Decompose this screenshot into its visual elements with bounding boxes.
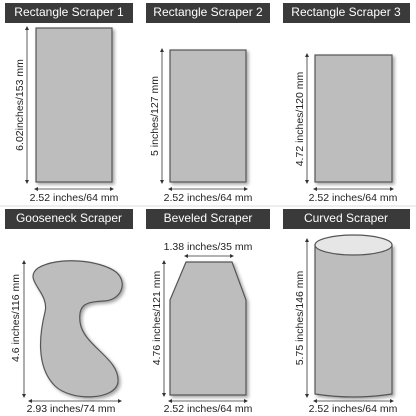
header-box: [283, 3, 410, 23]
scraper-shape: [32, 260, 123, 398]
width-label: 2.52 inches/64 mm: [164, 403, 253, 415]
height-label: 4.6 inches/116 mm: [10, 274, 22, 362]
panel-title: Rectangle Scraper 3: [291, 5, 401, 19]
header-box: [5, 209, 133, 229]
scraper-shape: [35, 27, 113, 183]
scraper-shape: [314, 244, 393, 398]
header-box: [146, 209, 270, 229]
height-label: 5.75 inches/146 mm: [294, 270, 306, 365]
panel-title: Rectangle Scraper 1: [14, 5, 124, 19]
header-box: [146, 3, 270, 23]
panel: Rectangle Scraper 2 5 inches/127 mm 2.52…: [146, 3, 270, 204]
width-label: 2.52 inches/64 mm: [309, 403, 398, 415]
panel: Gooseneck Scraper 4.6 inches/116 mm 2.93…: [5, 209, 133, 415]
panel-title: Curved Scraper: [304, 211, 388, 225]
scraper-shape: [314, 54, 393, 183]
panel-title: Beveled Scraper: [164, 211, 253, 225]
height-label: 4.76 inches/121 mm: [151, 270, 163, 365]
height-label: 5 inches/127 mm: [149, 76, 161, 156]
top-label: 1.38 inches/35 mm: [164, 241, 253, 253]
scraper-shape: [169, 261, 247, 396]
header-box: [5, 3, 133, 23]
panel: Rectangle Scraper 3 4.72 inches/120 mm 2…: [283, 3, 410, 204]
height-label: 6.02inches/153 mm: [14, 59, 26, 151]
header-box: [283, 209, 410, 229]
panel: Rectangle Scraper 1 6.02inches/153 mm 2.…: [5, 3, 133, 204]
panel-title: Gooseneck Scraper: [16, 211, 122, 225]
width-label: 2.52 inches/64 mm: [164, 192, 253, 204]
width-label: 2.52 inches/64 mm: [309, 192, 398, 204]
scraper-shape: [169, 49, 247, 183]
panel-title: Rectangle Scraper 2: [153, 5, 263, 19]
height-label: 4.72 inches/120 mm: [294, 71, 306, 166]
panel: Curved Scraper 5.75 inches/146 mm 2.52 i…: [283, 209, 410, 415]
scraper-curve: [314, 234, 393, 256]
width-label: 2.52 inches/64 mm: [30, 192, 119, 204]
width-label: 2.93 inches/74 mm: [27, 403, 116, 415]
panel: Beveled Scraper 1.38 inches/35 mm 4.76 i…: [146, 209, 270, 415]
